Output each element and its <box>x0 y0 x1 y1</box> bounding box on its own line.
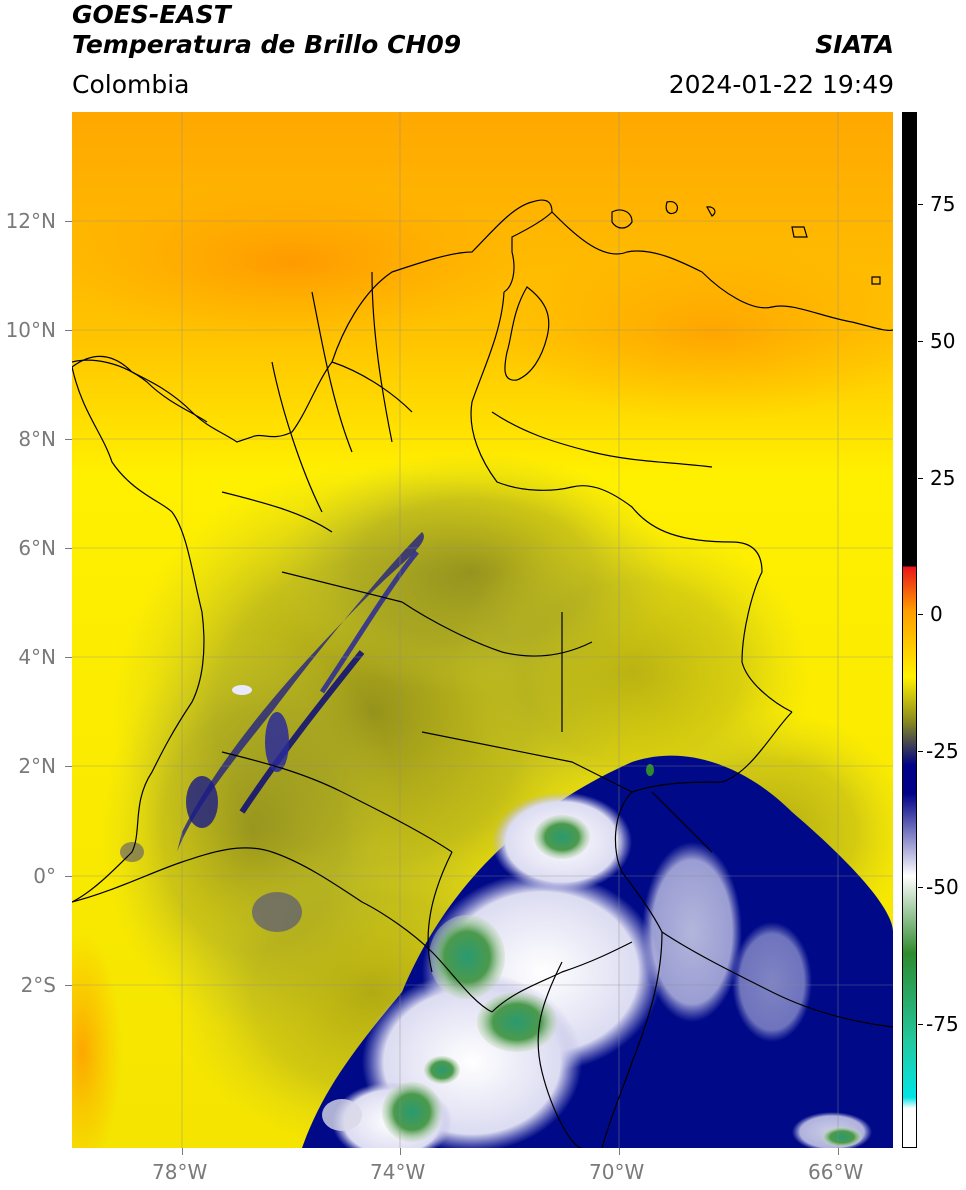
colorbar-tick <box>918 341 923 342</box>
colorbar-label: -75 <box>926 1012 959 1036</box>
satellite-title: GOES-EAST <box>72 0 231 29</box>
lat-tick <box>65 766 72 767</box>
lat-label: 6°N <box>18 536 56 560</box>
lat-tick <box>65 221 72 222</box>
lat-tick <box>65 548 72 549</box>
lat-label: 0° <box>33 864 56 888</box>
lon-tick <box>182 1148 183 1155</box>
timestamp-label: 2024-01-22 19:49 <box>668 70 894 99</box>
colorbar-label: 50 <box>930 329 956 353</box>
colorbar-tick <box>918 751 923 752</box>
lon-label: 70°W <box>589 1160 645 1184</box>
satellite-map <box>72 112 893 1148</box>
lat-tick <box>65 330 72 331</box>
colorbar-label: -50 <box>926 875 959 899</box>
agency-label: SIATA <box>815 30 894 59</box>
lat-label: 2°S <box>20 973 56 997</box>
lat-label: 2°N <box>18 754 56 778</box>
lat-label: 10°N <box>5 318 56 342</box>
graticule <box>72 112 893 1148</box>
temperature-colorbar <box>902 112 917 1148</box>
colorbar-label: 75 <box>930 192 956 216</box>
map-svg <box>72 112 893 1148</box>
colorbar-label: 0 <box>930 602 943 626</box>
lon-tick <box>400 1148 401 1155</box>
product-title: Temperatura de Brillo CH09 <box>72 30 462 59</box>
lon-tick <box>619 1148 620 1155</box>
lon-tick <box>838 1148 839 1155</box>
lat-label: 4°N <box>18 645 56 669</box>
colorbar-tick <box>918 1024 923 1025</box>
colorbar-tick <box>918 614 923 615</box>
lon-label: 74°W <box>370 1160 426 1184</box>
amazon-convection <box>302 755 893 1148</box>
colorbar-label: -25 <box>926 739 959 763</box>
region-label: Colombia <box>72 70 190 99</box>
colorbar-tick <box>918 478 923 479</box>
title-block: GOES-EAST Temperatura de Brillo CH09 <box>72 0 461 60</box>
lat-tick <box>65 876 72 877</box>
political-boundaries <box>72 199 893 1148</box>
colorbar-label: 25 <box>930 466 956 490</box>
lat-label: 8°N <box>18 427 56 451</box>
colorbar-tick <box>918 204 923 205</box>
lat-label: 12°N <box>5 209 56 233</box>
lat-tick <box>65 985 72 986</box>
lat-tick <box>65 657 72 658</box>
convective-streaks <box>120 532 424 932</box>
lon-label: 66°W <box>808 1160 864 1184</box>
colorbar-tick <box>918 887 923 888</box>
lat-tick <box>65 439 72 440</box>
lon-label: 78°W <box>152 1160 208 1184</box>
